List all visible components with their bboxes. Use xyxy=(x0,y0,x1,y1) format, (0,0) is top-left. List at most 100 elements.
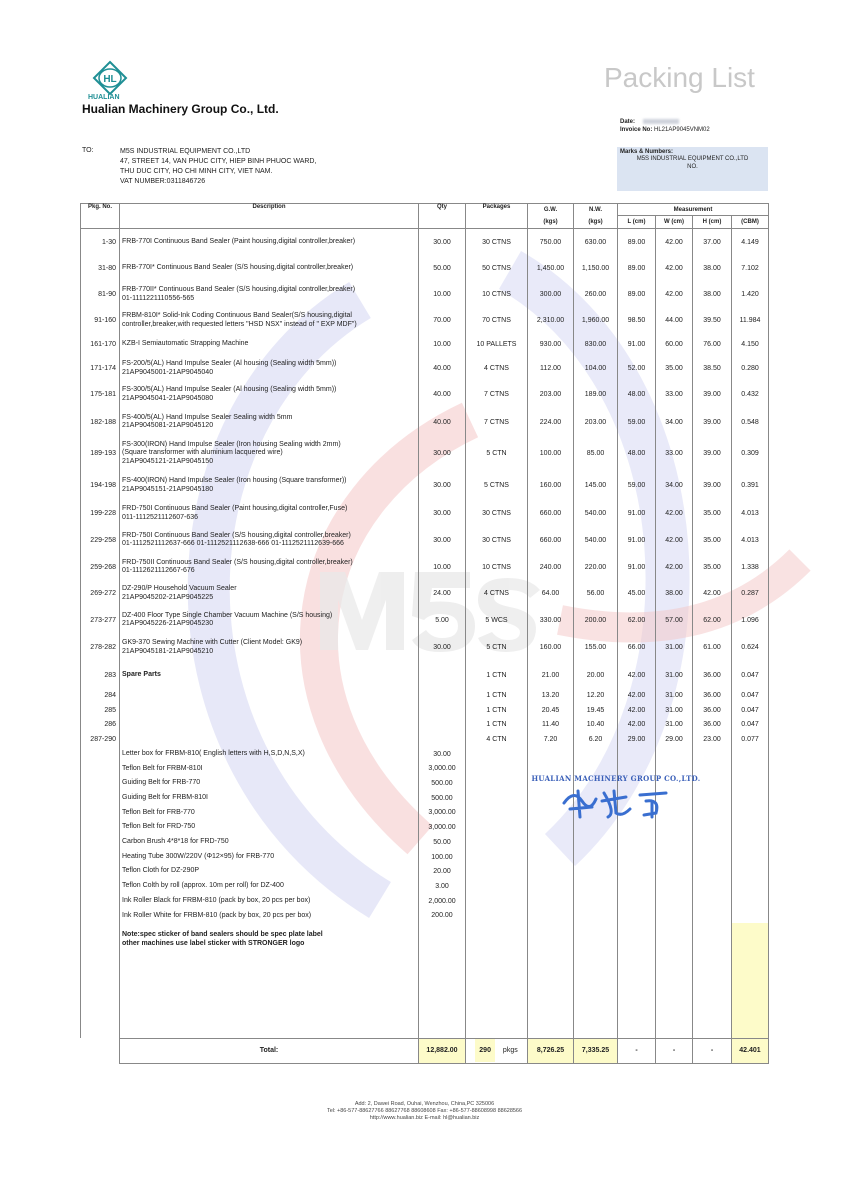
cell-qty: 30.00 xyxy=(418,500,466,527)
pkg-no: 278-282 xyxy=(80,633,120,662)
cell-packages: 10 PALLETS xyxy=(465,333,528,356)
note: Note:spec sticker of band sealers should… xyxy=(119,923,419,1039)
cell-empty xyxy=(731,761,769,777)
cell-cbm: 0.047 xyxy=(731,703,769,718)
cell-qty: 30.00 xyxy=(418,633,466,662)
cell-cbm: 0.287 xyxy=(731,580,769,607)
note-line: other machines use label sticker with ST… xyxy=(122,939,305,947)
cell-cbm: 0.047 xyxy=(731,688,769,704)
description-line: 21AP9045001-21AP9045040 xyxy=(122,368,214,376)
cell-empty xyxy=(731,849,769,865)
description-line: 21AP9045202-21AP9045225 xyxy=(122,593,214,601)
cell-cbm: 0.548 xyxy=(731,407,769,437)
svg-text:HL: HL xyxy=(103,74,116,85)
cell-cbm: 4.150 xyxy=(731,333,769,356)
cell-qty: 20.00 xyxy=(418,864,466,880)
cell-gw: 13.20 xyxy=(527,688,574,704)
cell-empty xyxy=(617,849,656,865)
cell-w: 38.00 xyxy=(655,580,693,607)
pkg-no: 273-277 xyxy=(80,606,120,634)
marks-line: M5S INDUSTRIAL EQUIPMENT CO.,LTD xyxy=(636,156,749,162)
spare-package-row: 285 1 CTN 20.45 19.45 42.00 31.00 36.00 0.047 xyxy=(80,703,769,718)
cell-gw: 660.00 xyxy=(527,526,574,554)
description: KZB-I Semiautomatic Strapping Machine xyxy=(119,333,419,356)
spare-item-row: Guiding Belt for FRB-770 500.00 xyxy=(80,776,769,791)
invoice-meta: Date: Invoice No: HL21AP9045VNM02 xyxy=(620,118,710,134)
description-line: controller,breaker,with requested letter… xyxy=(122,320,357,328)
total-qty: 12,882.00 xyxy=(418,1037,466,1064)
date-label: Date: xyxy=(620,119,636,125)
cell-h: 39.00 xyxy=(692,407,732,437)
total-gw: 8,726.25 xyxy=(527,1037,574,1064)
pkg-no: 182-188 xyxy=(80,407,120,437)
cell-qty: 3,000.00 xyxy=(418,761,466,777)
description-line: 01-1112521112637-666 01-1112521112638-66… xyxy=(122,540,344,547)
cell-cbm: 1.338 xyxy=(731,553,769,581)
cell-empty xyxy=(617,864,656,880)
cell-nw: 220.00 xyxy=(573,553,618,581)
cell-empty xyxy=(692,879,732,894)
cell-empty xyxy=(527,893,574,909)
description: FRBM-810I* Solid-Ink Coding Continuous B… xyxy=(119,307,419,334)
cell-qty: 30.00 xyxy=(418,436,466,471)
description-line: FRBM-810I* Solid-Ink Coding Continuous B… xyxy=(122,312,352,319)
cell-gw: 7.20 xyxy=(527,732,574,747)
pkg-no: 189-193 xyxy=(80,436,120,471)
cell-packages: 1 CTN xyxy=(465,688,528,704)
cell-l: 42.00 xyxy=(617,717,656,733)
cell-cbm: 0.391 xyxy=(731,470,769,501)
description-line: 21AP9045181-21AP9045210 xyxy=(122,647,214,655)
cell-nw: 19.45 xyxy=(573,703,618,718)
description-line: FRB-770I* Continuous Band Sealer (S/S ho… xyxy=(122,264,354,272)
cell-empty xyxy=(692,893,732,909)
pkg-no xyxy=(80,790,120,806)
invoice-label: Invoice No: xyxy=(620,127,653,133)
cell-nw: 20.00 xyxy=(573,661,618,689)
cell-empty xyxy=(573,923,618,1039)
date-value-redacted xyxy=(643,118,680,124)
cell-cbm: 7.102 xyxy=(731,255,769,282)
cell-gw: 160.00 xyxy=(527,633,574,662)
cell-w: 31.00 xyxy=(655,688,693,704)
header-nw: N.W. xyxy=(573,203,618,216)
footer-contact: Add: 2, Dawei Road, Ouhai, Wenzhou, Chin… xyxy=(0,1101,849,1122)
cell-empty xyxy=(465,849,528,865)
cell-w: 33.00 xyxy=(655,381,693,408)
header-packages: Packages xyxy=(465,203,528,229)
cell-nw: 1,150.00 xyxy=(573,255,618,282)
table-row: 199-228 FRD-750I Continuous Band Sealer (… xyxy=(80,500,769,527)
cell-packages: 7 CTNS xyxy=(465,407,528,437)
cell-w: 42.00 xyxy=(655,281,693,308)
cell-h: 38.50 xyxy=(692,355,732,382)
cell-qty: 10.00 xyxy=(418,333,466,356)
total-packages: 290 xyxy=(475,1039,495,1063)
cell-qty: 3.00 xyxy=(418,879,466,894)
cell-packages: 1 CTN xyxy=(465,717,528,733)
cell-empty xyxy=(527,835,574,850)
consignee-line: VAT NUMBER:0311846726 xyxy=(120,178,206,185)
cell-qty: 3,000.00 xyxy=(418,820,466,835)
cell-qty: 100.00 xyxy=(418,849,466,865)
description: GK9-370 Sewing Machine with Cutter (Clie… xyxy=(119,633,419,662)
pkg-no xyxy=(80,908,120,924)
cell-h: 76.00 xyxy=(692,333,732,356)
stamp-english-name: HUALIAN MACHINERY GROUP CO.,LTD. xyxy=(531,774,701,783)
pkg-no: 91-160 xyxy=(80,307,120,334)
cell-w: 33.00 xyxy=(655,436,693,471)
cell-l: 91.00 xyxy=(617,333,656,356)
cell-l: 91.00 xyxy=(617,553,656,581)
spare-item-row: Teflon Colth by roll (approx. 10m per ro… xyxy=(80,879,769,894)
total-cbm: 42.401 xyxy=(731,1037,769,1064)
header-nw-unit: (kgs) xyxy=(573,215,618,229)
header-cbm: (CBM) xyxy=(731,215,769,229)
description-line: GK9-370 Sewing Machine with Cutter (Clie… xyxy=(122,639,303,646)
table-row: 259-268 FRD-750II Continuous Band Sealer … xyxy=(80,553,769,581)
table-row: 273-277 DZ-400 Floor Type Single Chamber … xyxy=(80,606,769,634)
cell-qty: 24.00 xyxy=(418,580,466,607)
cell-packages: 30 CTNS xyxy=(465,228,528,256)
cell-w: 35.00 xyxy=(655,355,693,382)
description-line: KZB-I Semiautomatic Strapping Machine xyxy=(122,340,249,348)
cell-l: 42.00 xyxy=(617,703,656,718)
cell-gw: 240.00 xyxy=(527,553,574,581)
cell-w: 31.00 xyxy=(655,633,693,662)
